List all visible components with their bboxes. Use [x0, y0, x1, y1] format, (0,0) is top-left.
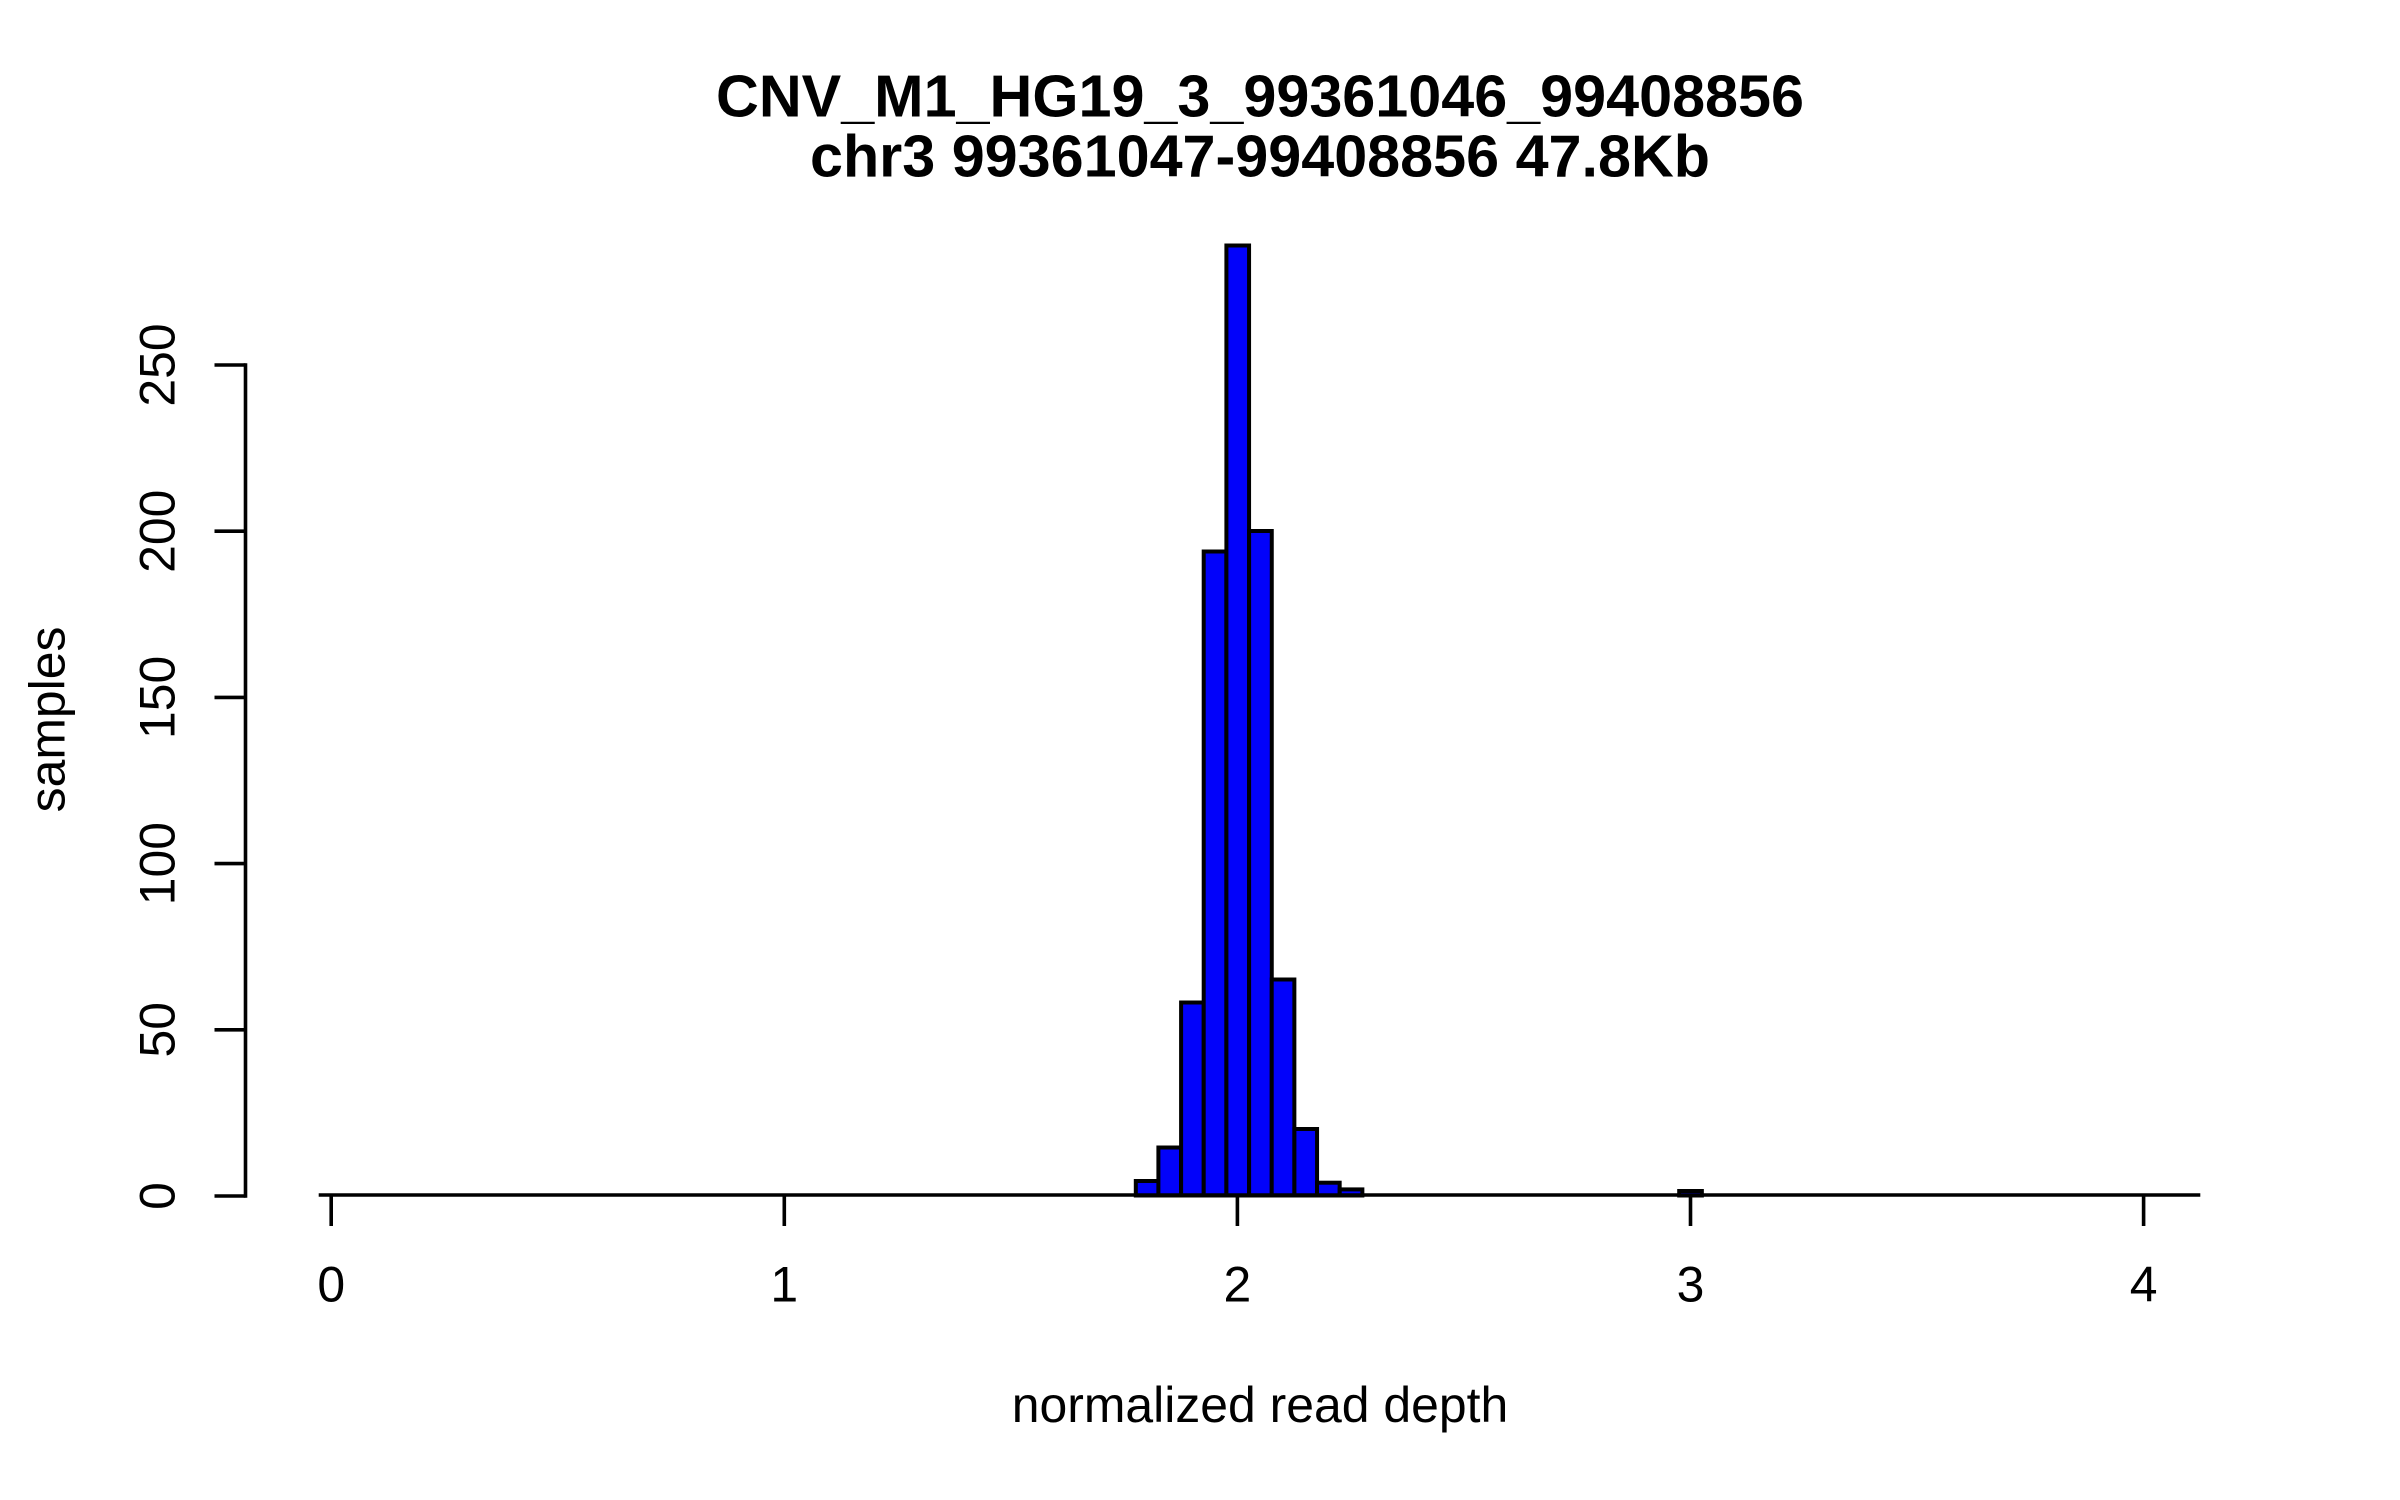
svg-text:samples: samples — [19, 627, 75, 813]
svg-text:250: 250 — [130, 323, 186, 406]
svg-text:normalized read depth: normalized read depth — [1012, 1377, 1508, 1433]
svg-text:CNV_M1_HG19_3_99361046_9940885: CNV_M1_HG19_3_99361046_99408856 — [716, 63, 1804, 130]
svg-text:50: 50 — [130, 1002, 186, 1058]
svg-text:1: 1 — [770, 1257, 798, 1313]
svg-text:200: 200 — [130, 490, 186, 573]
svg-text:100: 100 — [130, 822, 186, 905]
svg-text:150: 150 — [130, 656, 186, 739]
svg-text:0: 0 — [130, 1182, 186, 1210]
svg-text:0: 0 — [317, 1257, 345, 1313]
svg-text:4: 4 — [2130, 1257, 2158, 1313]
svg-text:chr3 99361047-99408856 47.8Kb: chr3 99361047-99408856 47.8Kb — [810, 123, 1710, 190]
svg-text:3: 3 — [1677, 1257, 1705, 1313]
svg-text:2: 2 — [1224, 1257, 1252, 1313]
